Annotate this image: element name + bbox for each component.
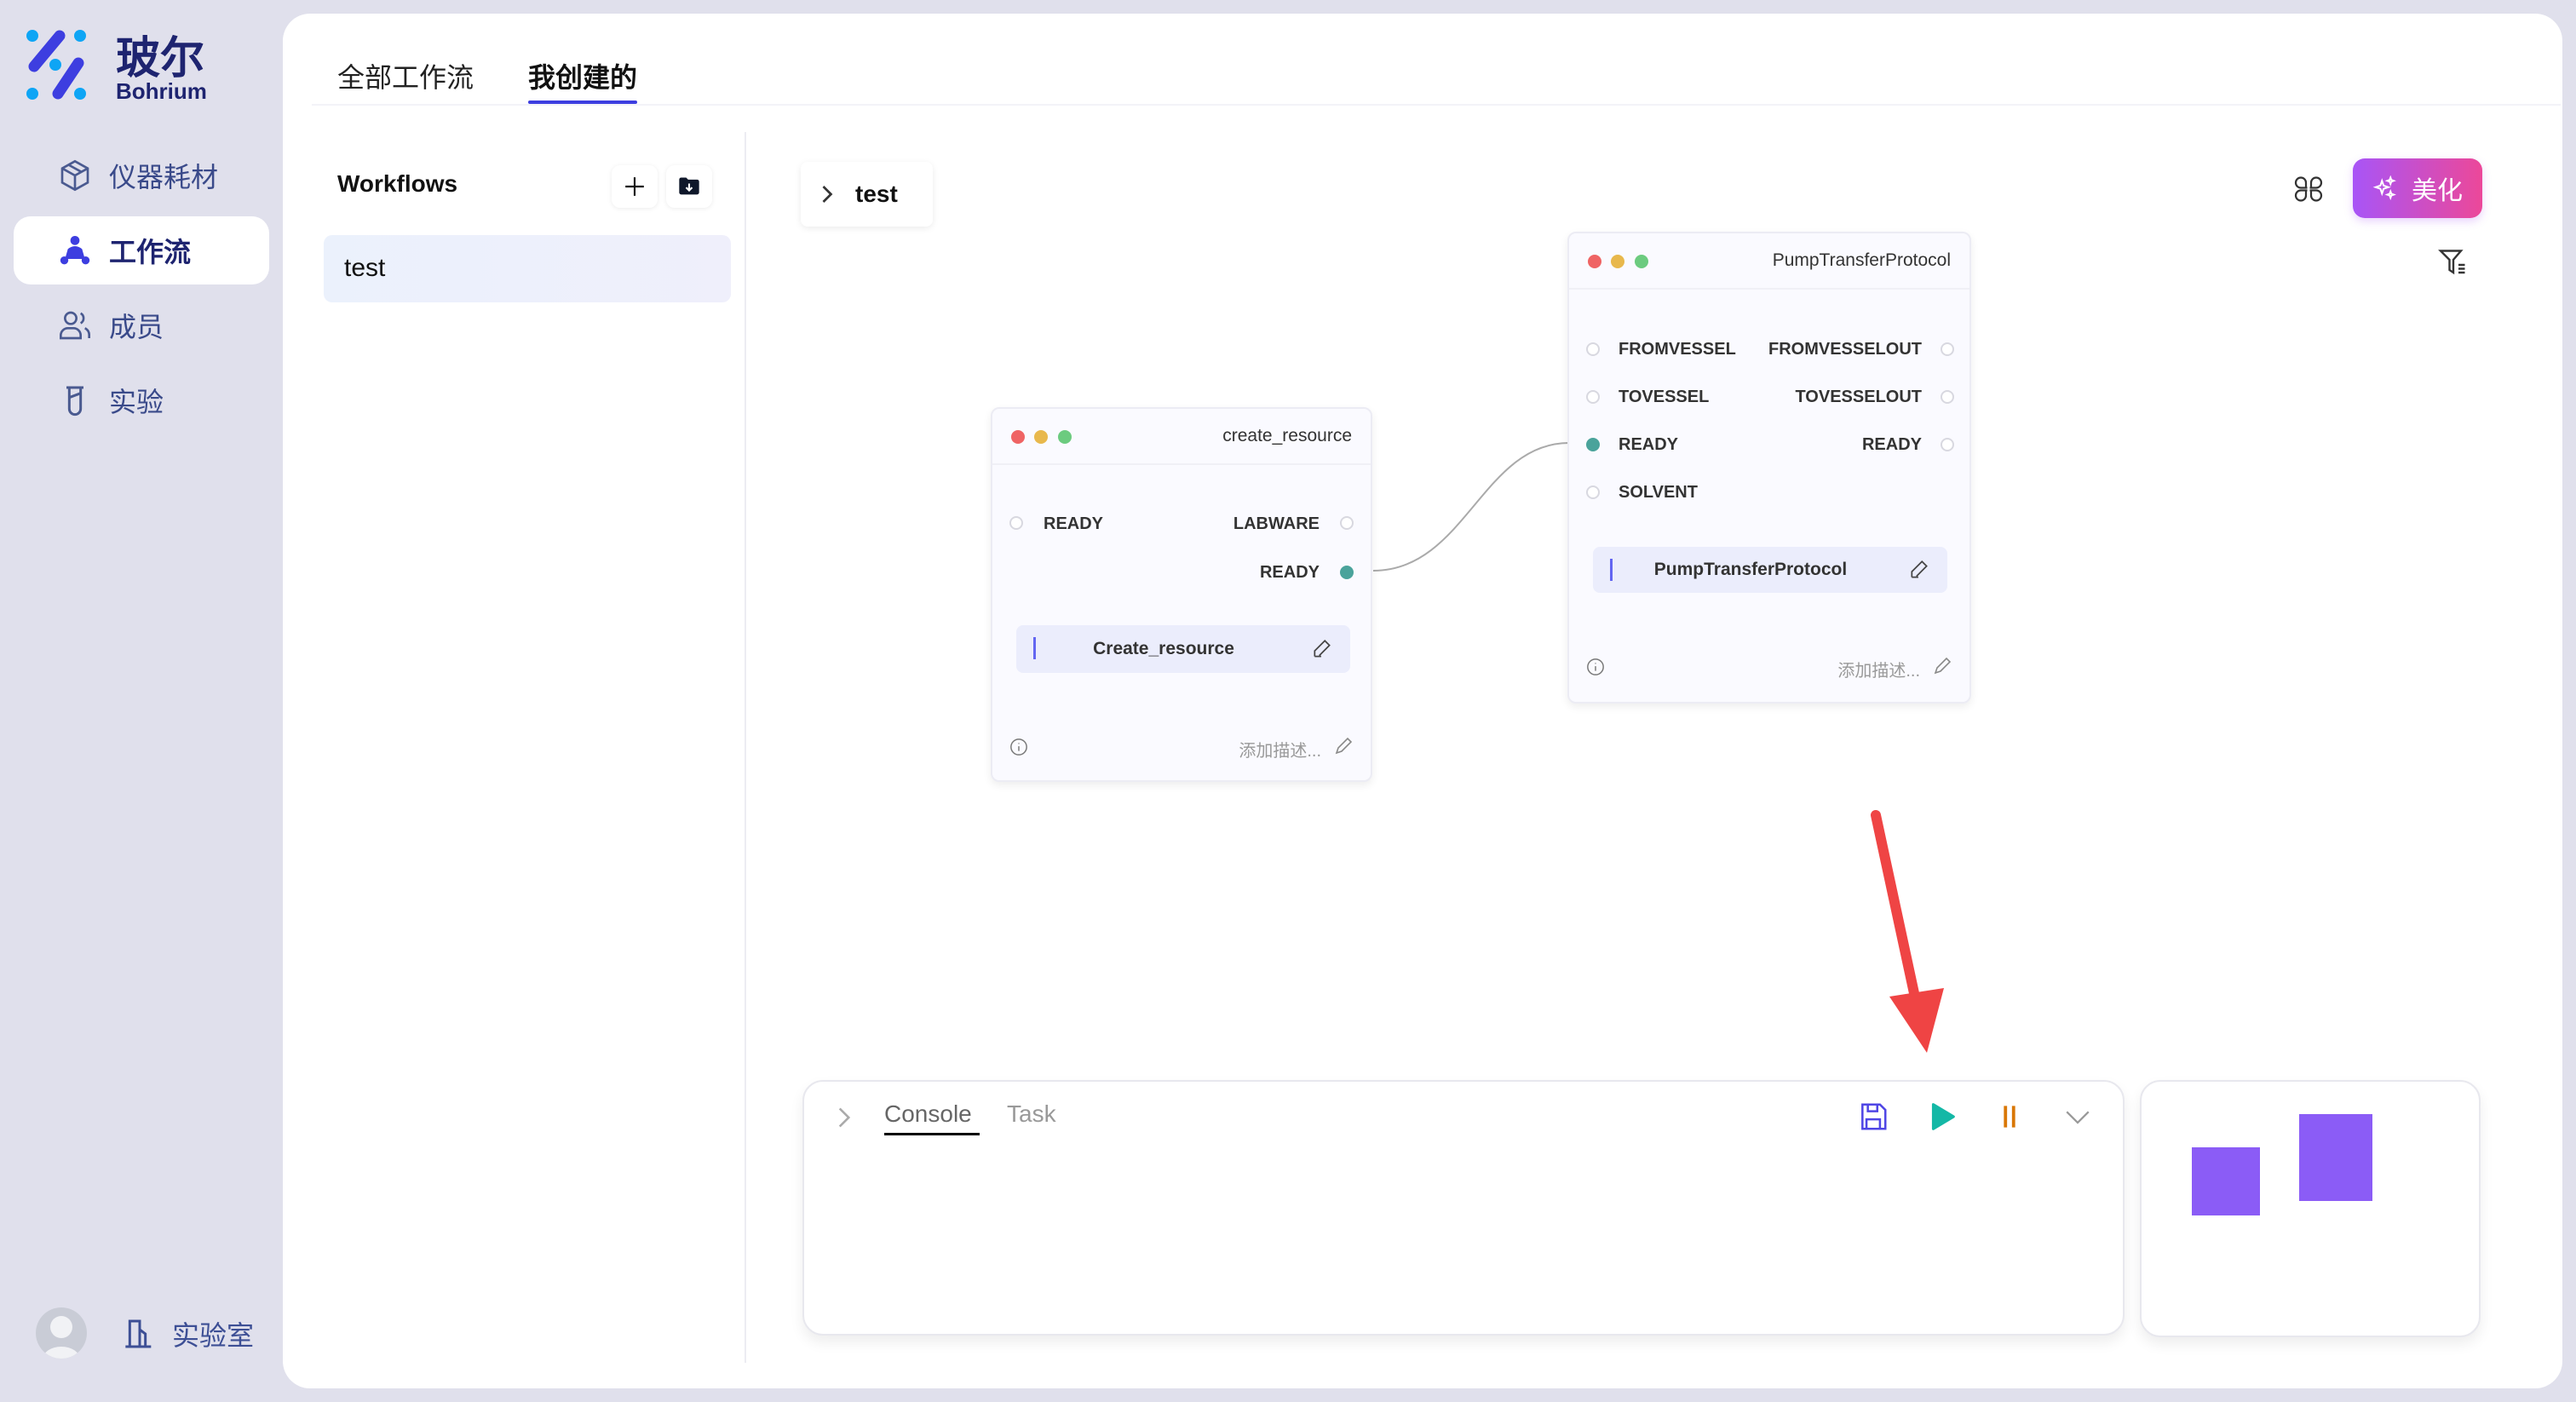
node-pump-transfer-protocol[interactable]: PumpTransferProtocol FROMVESSEL TOVESSEL… xyxy=(1567,232,1971,704)
edit-icon[interactable] xyxy=(1908,559,1930,581)
minimize-dot-icon[interactable] xyxy=(1611,255,1624,268)
building-icon xyxy=(125,1319,152,1348)
import-workflow-button[interactable] xyxy=(666,165,712,208)
pencil-icon[interactable] xyxy=(1333,736,1354,756)
input-port-ready[interactable] xyxy=(1586,438,1600,451)
panel-divider xyxy=(745,132,746,1363)
tab-my-workflows[interactable]: 我创建的 xyxy=(528,62,638,93)
tab-all-workflows[interactable]: 全部工作流 xyxy=(337,62,474,93)
info-icon[interactable] xyxy=(1009,738,1028,756)
maximize-dot-icon[interactable] xyxy=(1635,255,1648,268)
input-port-fromvessel[interactable] xyxy=(1586,342,1600,356)
save-icon[interactable] xyxy=(1857,1100,1889,1133)
bohrium-logo-icon xyxy=(26,30,86,100)
minimize-dot-icon[interactable] xyxy=(1034,430,1048,444)
console-panel: Console Task xyxy=(802,1080,2125,1336)
workflows-title: Workflows xyxy=(337,170,458,197)
input-port-ready[interactable] xyxy=(1009,516,1023,530)
logo[interactable] xyxy=(26,29,102,101)
close-dot-icon[interactable] xyxy=(1011,430,1025,444)
node-create-resource[interactable]: create_resource READY LABWARE READY Crea… xyxy=(991,407,1372,782)
node-header[interactable]: PumpTransferProtocol xyxy=(1569,233,1969,290)
maximize-dot-icon[interactable] xyxy=(1058,430,1072,444)
minimap-node xyxy=(2299,1114,2372,1201)
workflow-list-item[interactable]: test xyxy=(324,235,731,302)
layout-icon[interactable] xyxy=(2293,174,2324,204)
output-port-fromvesselout[interactable] xyxy=(1941,342,1954,356)
chevron-down-icon[interactable] xyxy=(2061,1102,2094,1131)
output-port-tovesselout[interactable] xyxy=(1941,390,1954,404)
edit-icon[interactable] xyxy=(1311,638,1333,660)
sidebar-item-experiments[interactable]: 实验 xyxy=(14,366,269,434)
console-tab-indicator xyxy=(884,1133,980,1135)
filter-icon[interactable] xyxy=(2438,247,2469,278)
play-icon[interactable] xyxy=(1925,1100,1958,1133)
add-workflow-button[interactable] xyxy=(612,165,658,208)
chevron-right-icon[interactable] xyxy=(837,1106,852,1129)
output-port-labware[interactable] xyxy=(1340,516,1354,530)
minimap-node xyxy=(2192,1147,2260,1215)
function-box[interactable]: PumpTransferProtocol xyxy=(1593,547,1947,593)
close-dot-icon[interactable] xyxy=(1588,255,1601,268)
add-description[interactable]: 添加描述... xyxy=(1239,742,1321,761)
tabs-divider xyxy=(312,104,2561,106)
input-port-solvent[interactable] xyxy=(1586,486,1600,499)
members-icon xyxy=(58,308,92,342)
beautify-button[interactable]: 美化 xyxy=(2353,158,2482,218)
output-port-ready[interactable] xyxy=(1941,438,1954,451)
annotation-arrow-icon xyxy=(1871,810,1944,1053)
info-icon[interactable] xyxy=(1586,658,1605,676)
function-box[interactable]: Create_resource xyxy=(1016,625,1350,673)
node-header[interactable]: create_resource xyxy=(992,409,1371,465)
brand-sub: Bohrium xyxy=(116,78,207,104)
tab-console[interactable]: Console xyxy=(884,1100,972,1127)
active-tab-indicator xyxy=(528,101,637,104)
output-port-ready[interactable] xyxy=(1340,566,1354,579)
pencil-icon[interactable] xyxy=(1932,656,1952,676)
box-icon xyxy=(58,158,92,192)
lab-switcher[interactable]: 实验室 xyxy=(123,1315,254,1353)
plus-icon xyxy=(625,177,644,196)
add-description[interactable]: 添加描述... xyxy=(1837,662,1920,681)
tab-task[interactable]: Task xyxy=(1007,1100,1056,1127)
minimap[interactable] xyxy=(2140,1080,2481,1337)
sidebar-item-instruments[interactable]: 仪器耗材 xyxy=(14,141,269,210)
flask-icon xyxy=(58,383,92,417)
avatar[interactable] xyxy=(36,1307,87,1359)
connection-edge xyxy=(1372,442,1570,572)
breadcrumb[interactable]: test xyxy=(801,162,933,227)
pause-icon[interactable] xyxy=(1993,1100,2026,1133)
folder-download-icon xyxy=(679,177,699,195)
sparkle-icon xyxy=(2372,175,2396,201)
sidebar-item-members[interactable]: 成员 xyxy=(14,291,269,359)
workflow-icon xyxy=(58,233,92,267)
chevron-right-icon xyxy=(822,186,833,203)
brand-name: 玻尔 xyxy=(116,34,205,83)
input-port-tovessel[interactable] xyxy=(1586,390,1600,404)
sidebar-item-workflow[interactable]: 工作流 xyxy=(14,216,269,284)
